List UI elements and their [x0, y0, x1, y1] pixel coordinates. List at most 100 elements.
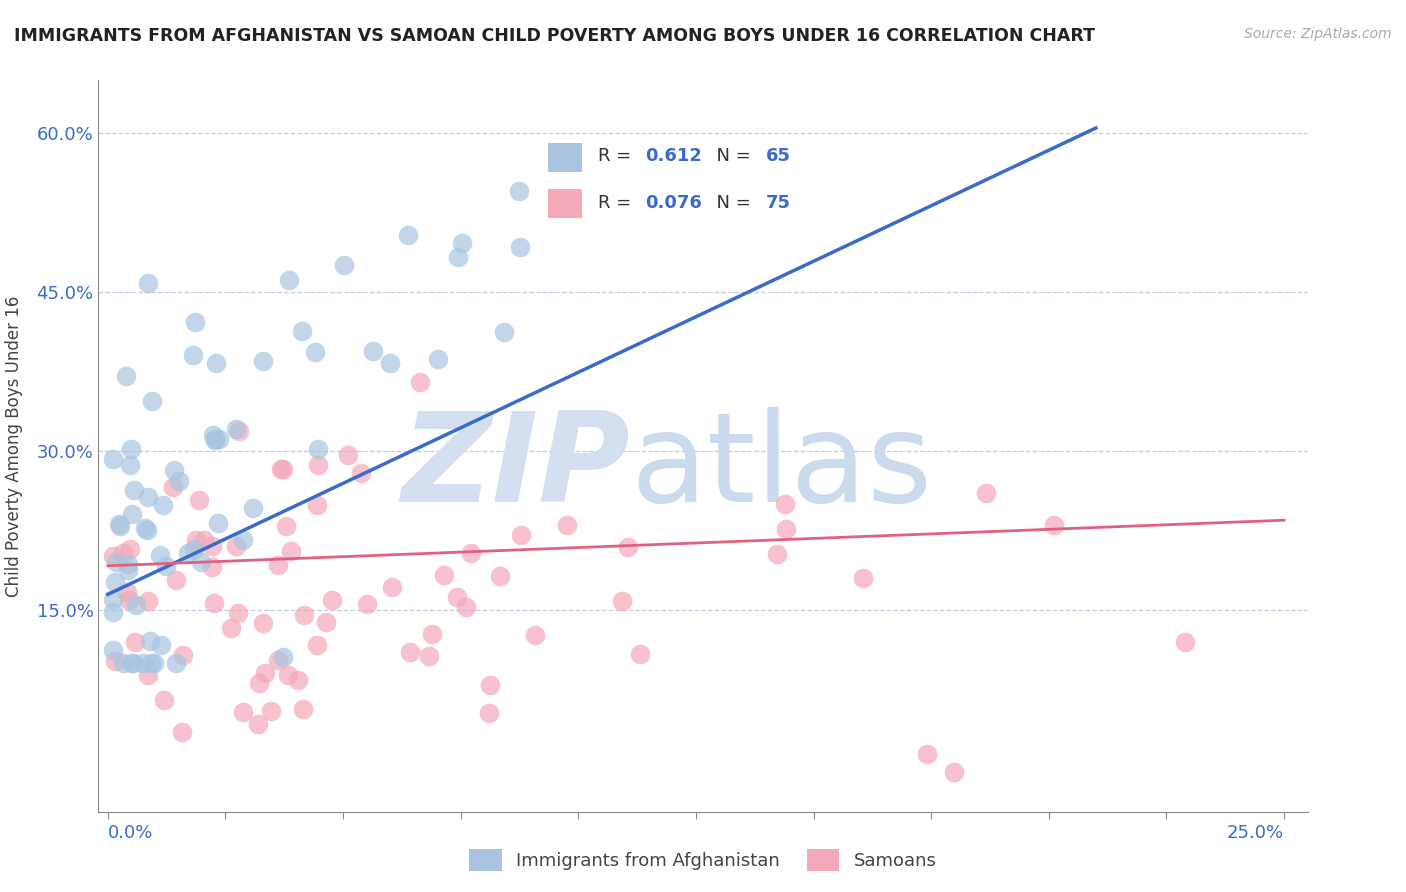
- Point: [181, 348, 204, 362]
- Point: [291, 324, 314, 338]
- Text: ZIP: ZIP: [402, 408, 630, 528]
- Point: [852, 571, 875, 585]
- Point: [273, 462, 295, 476]
- Point: [361, 343, 384, 358]
- Point: [115, 585, 138, 599]
- Point: [169, 474, 191, 488]
- Bar: [548, 143, 582, 172]
- Point: [356, 597, 378, 611]
- Text: R =: R =: [598, 147, 637, 166]
- Point: [280, 543, 302, 558]
- Point: [446, 590, 468, 604]
- Point: [193, 533, 215, 548]
- Point: [132, 657, 155, 671]
- Point: [153, 693, 176, 707]
- Point: [103, 642, 125, 657]
- Point: [420, 626, 443, 640]
- Point: [270, 462, 292, 476]
- Text: atlas: atlas: [630, 408, 932, 528]
- Point: [139, 657, 162, 671]
- Point: [1043, 518, 1066, 533]
- Point: [201, 560, 224, 574]
- Point: [380, 356, 402, 370]
- Point: [104, 554, 127, 568]
- Point: [184, 533, 207, 547]
- Point: [152, 498, 174, 512]
- Text: 65: 65: [765, 147, 790, 166]
- Point: [204, 434, 226, 448]
- Text: Source: ZipAtlas.com: Source: ZipAtlas.com: [1244, 27, 1392, 41]
- Point: [252, 353, 274, 368]
- Point: [103, 605, 125, 619]
- Point: [124, 635, 146, 649]
- Point: [207, 516, 229, 530]
- Y-axis label: Child Poverty Among Boys Under 16: Child Poverty Among Boys Under 16: [4, 295, 22, 597]
- Point: [149, 548, 172, 562]
- Point: [252, 616, 274, 631]
- Point: [104, 654, 127, 668]
- Point: [460, 546, 482, 560]
- Point: [305, 638, 328, 652]
- Point: [136, 667, 159, 681]
- Point: [184, 315, 207, 329]
- Point: [524, 628, 547, 642]
- Point: [446, 250, 468, 264]
- Point: [141, 394, 163, 409]
- Point: [138, 276, 160, 290]
- Point: [122, 657, 145, 671]
- Point: [510, 527, 533, 541]
- Point: [456, 599, 478, 614]
- Point: [426, 352, 449, 367]
- Point: [225, 422, 247, 436]
- Point: [114, 369, 136, 384]
- Point: [488, 568, 510, 582]
- Point: [304, 345, 326, 359]
- Point: [381, 581, 404, 595]
- Point: [616, 540, 638, 554]
- Text: 0.076: 0.076: [645, 194, 702, 212]
- Point: [122, 483, 145, 497]
- Point: [190, 555, 212, 569]
- Point: [228, 424, 250, 438]
- Point: [205, 356, 228, 370]
- Point: [121, 507, 143, 521]
- Point: [274, 519, 297, 533]
- Point: [225, 539, 247, 553]
- Point: [336, 448, 359, 462]
- Point: [494, 325, 516, 339]
- Point: [135, 523, 157, 537]
- Point: [107, 517, 129, 532]
- Text: 75: 75: [765, 194, 790, 212]
- Point: [120, 541, 142, 556]
- Point: [143, 657, 166, 671]
- Legend: Immigrants from Afghanistan, Samoans: Immigrants from Afghanistan, Samoans: [463, 842, 943, 879]
- Point: [136, 491, 159, 505]
- Point: [108, 519, 131, 533]
- Point: [219, 621, 242, 635]
- Text: R =: R =: [598, 194, 637, 212]
- Text: 0.0%: 0.0%: [108, 824, 153, 842]
- Point: [117, 563, 139, 577]
- Point: [409, 375, 432, 389]
- Point: [321, 593, 343, 607]
- Point: [173, 648, 195, 662]
- Point: [509, 240, 531, 254]
- Point: [267, 558, 290, 573]
- Point: [610, 594, 633, 608]
- Point: [170, 724, 193, 739]
- Point: [305, 498, 328, 512]
- Point: [188, 493, 211, 508]
- Point: [350, 466, 373, 480]
- Point: [201, 539, 224, 553]
- Text: 25.0%: 25.0%: [1227, 824, 1284, 842]
- Point: [557, 518, 579, 533]
- Point: [974, 485, 997, 500]
- Bar: [548, 189, 582, 219]
- Point: [292, 702, 315, 716]
- Point: [508, 185, 530, 199]
- Point: [202, 428, 225, 442]
- Point: [112, 546, 135, 560]
- Text: 0.612: 0.612: [645, 147, 702, 166]
- Point: [433, 567, 456, 582]
- Point: [155, 558, 177, 573]
